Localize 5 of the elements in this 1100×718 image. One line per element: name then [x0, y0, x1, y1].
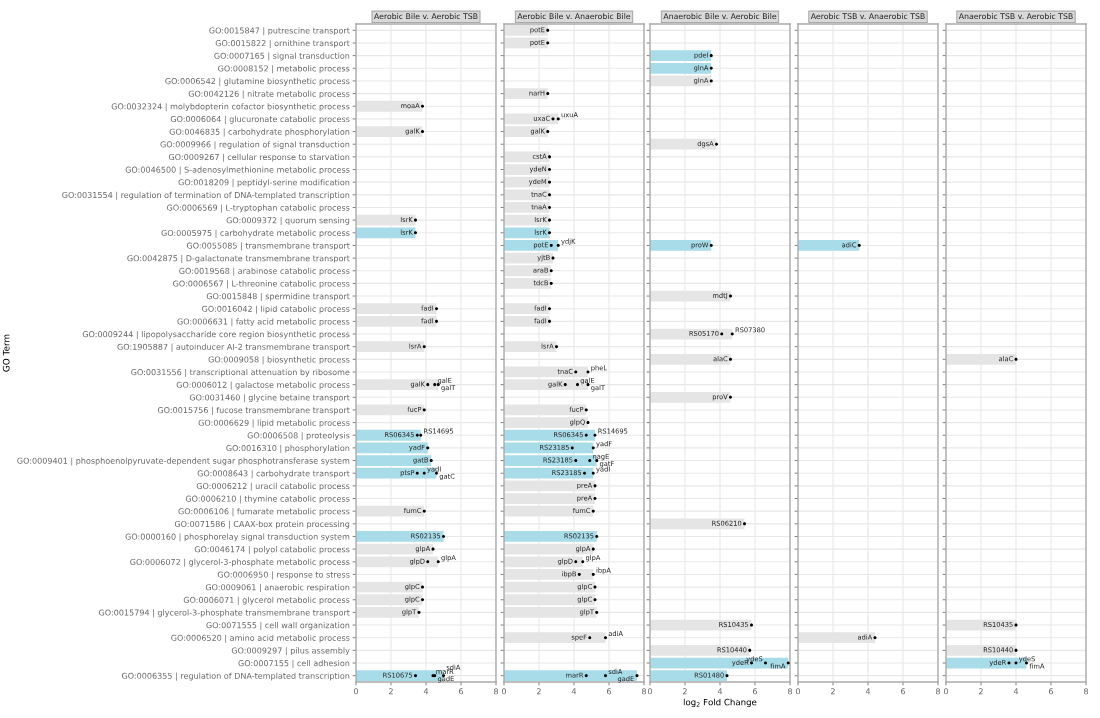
- bar: [650, 240, 712, 251]
- bar: [504, 531, 597, 542]
- bar: [356, 227, 416, 239]
- bar: [356, 531, 444, 542]
- bar: [504, 670, 637, 682]
